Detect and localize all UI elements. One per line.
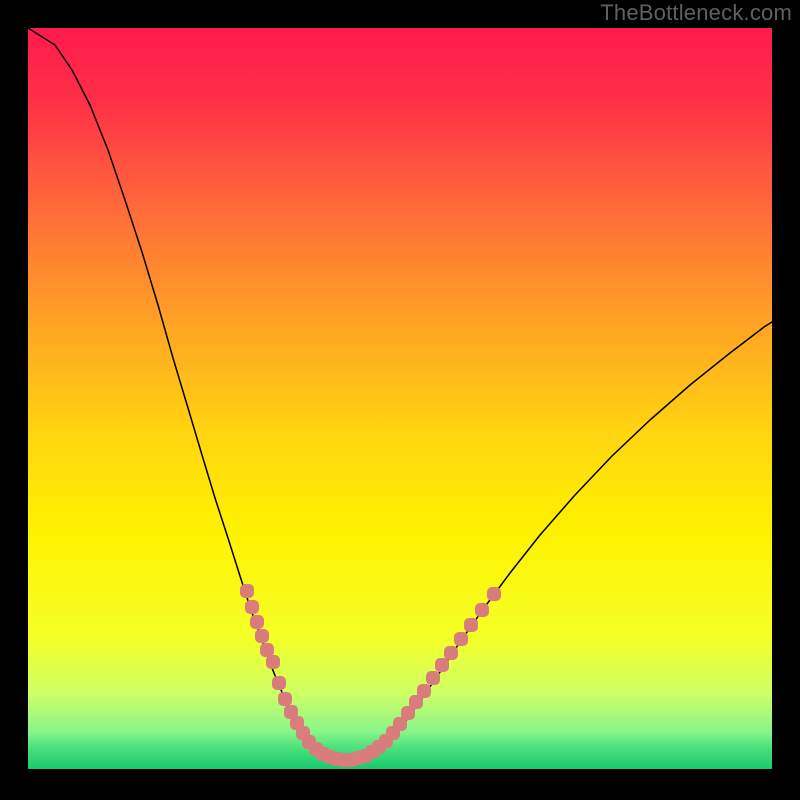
curve-marker — [250, 615, 264, 629]
curve-marker — [475, 603, 489, 617]
curve-marker — [444, 646, 458, 660]
curve-marker — [435, 658, 449, 672]
curve-marker — [487, 587, 501, 601]
curve-marker — [278, 692, 292, 706]
curve-marker — [426, 671, 440, 685]
curve-marker — [272, 676, 286, 690]
curve-marker — [266, 655, 280, 669]
curve-marker — [454, 632, 468, 646]
bottleneck-chart — [0, 0, 800, 800]
curve-marker — [245, 600, 259, 614]
plot-background — [28, 28, 772, 769]
chart-container: { "watermark": "TheBottleneck.com", "cha… — [0, 0, 800, 800]
curve-marker — [255, 629, 269, 643]
curve-marker — [260, 643, 274, 657]
curve-marker — [464, 618, 478, 632]
curve-marker — [240, 584, 254, 598]
curve-marker — [417, 684, 431, 698]
